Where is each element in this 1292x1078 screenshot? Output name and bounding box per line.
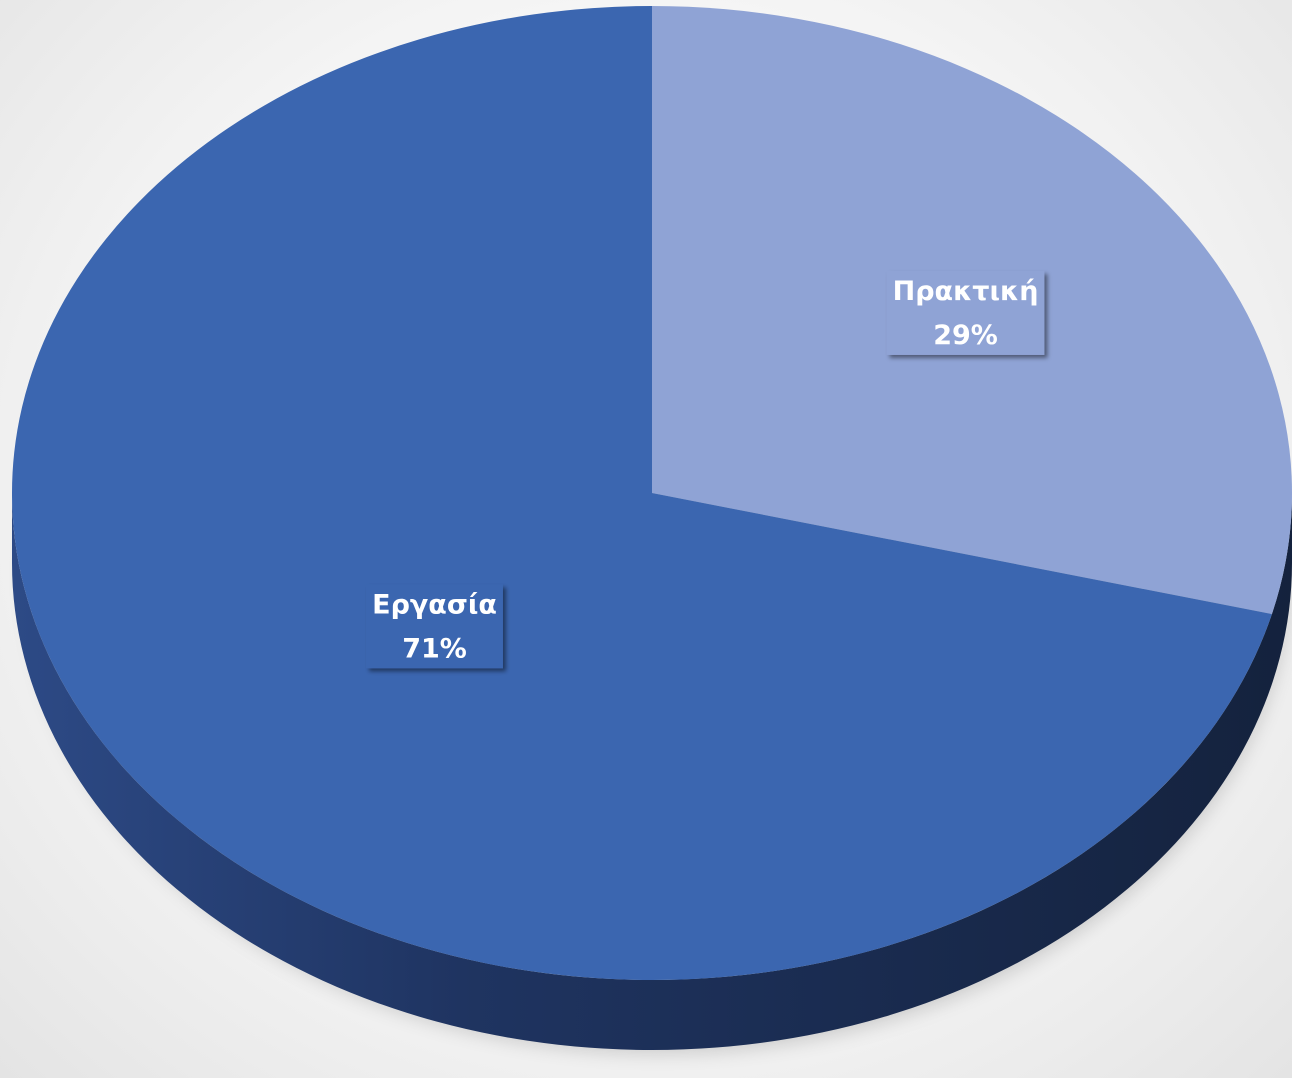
data-label-background bbox=[366, 584, 503, 669]
data-label-2: Εργασία 71% bbox=[366, 584, 503, 669]
data-label-category: Πρακτική bbox=[893, 276, 1039, 307]
data-label-value: 29% bbox=[933, 320, 998, 351]
data-label-1: Πρακτική 29% bbox=[886, 270, 1045, 355]
data-label-value: 71% bbox=[402, 633, 467, 664]
data-label-category: Εργασία bbox=[372, 589, 497, 620]
data-label-background bbox=[886, 270, 1045, 355]
pie-slice-2[interactable] bbox=[12, 6, 1272, 980]
